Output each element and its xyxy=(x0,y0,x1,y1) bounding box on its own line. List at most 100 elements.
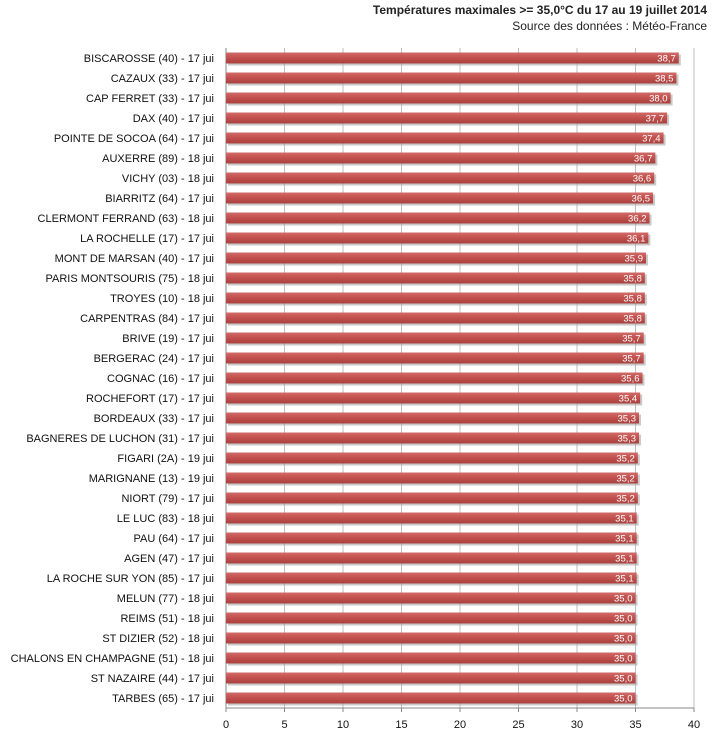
value-label: 35,8 xyxy=(623,314,642,325)
value-label: 35,1 xyxy=(615,554,634,565)
x-tick-label: 40 xyxy=(688,719,700,731)
bar xyxy=(226,132,664,144)
value-label: 35,3 xyxy=(618,434,637,445)
value-label: 35,9 xyxy=(625,254,644,265)
bar xyxy=(226,692,636,704)
value-label: 35,6 xyxy=(621,374,640,385)
category-label: MELUN (77) - 18 jui xyxy=(117,593,214,605)
bar xyxy=(226,632,636,644)
category-label: BAGNERES DE LUCHON (31) - 17 jui xyxy=(26,433,214,445)
bar xyxy=(226,172,655,184)
category-label: COGNAC (16) - 17 jui xyxy=(107,373,214,385)
category-label: PARIS MONTSOURIS (75) - 18 jui xyxy=(46,273,215,285)
x-tick-label: 15 xyxy=(395,719,407,731)
value-label: 35,0 xyxy=(614,614,633,625)
value-label: 35,2 xyxy=(616,474,635,485)
category-label: CAZAUX (33) - 17 jui xyxy=(111,73,214,85)
value-label: 35,0 xyxy=(614,694,633,705)
value-label: 37,7 xyxy=(646,114,665,125)
bar xyxy=(226,112,668,124)
category-label: DAX (40) - 17 jui xyxy=(133,113,214,125)
bar xyxy=(226,392,641,404)
bar xyxy=(226,72,677,84)
bars xyxy=(226,52,681,706)
value-label: 35,1 xyxy=(615,574,634,585)
chart-title: Températures maximales >= 35,0°C du 17 a… xyxy=(372,3,707,17)
value-label: 35,0 xyxy=(614,654,633,665)
category-label: BERGERAC (24) - 17 jui xyxy=(94,353,214,365)
bar xyxy=(226,412,640,424)
value-label: 38,5 xyxy=(655,74,674,85)
bar xyxy=(226,512,637,524)
bar xyxy=(226,672,636,684)
category-label: MARIGNANE (13) - 19 jui xyxy=(89,473,214,485)
x-tick-label: 30 xyxy=(571,719,583,731)
category-label: POINTE DE SOCOA (64) - 17 jui xyxy=(54,133,214,145)
value-label: 38,0 xyxy=(649,94,668,105)
value-label: 38,7 xyxy=(657,54,676,65)
bar xyxy=(226,272,645,284)
value-label: 36,7 xyxy=(634,154,653,165)
bar xyxy=(226,612,636,624)
category-label: CARPENTRAS (84) - 17 jui xyxy=(80,313,214,325)
x-tick-label: 5 xyxy=(281,719,287,731)
value-label: 35,7 xyxy=(622,334,641,345)
value-label: 36,6 xyxy=(633,174,652,185)
category-label: ROCHEFORT (17) - 17 jui xyxy=(86,393,214,405)
bar xyxy=(226,192,654,204)
bar xyxy=(226,52,679,64)
category-label: AGEN (47) - 17 jui xyxy=(124,553,214,565)
bar xyxy=(226,492,638,504)
category-label: BISCAROSSE (40) - 17 jui xyxy=(84,53,214,65)
value-labels: 38,7 38,5 38,0 37,7 37,4 36,7 36,6 36,5 36,2 36,1… xyxy=(614,54,676,705)
value-label: 35,1 xyxy=(615,514,634,525)
bar xyxy=(226,552,637,564)
value-label: 36,5 xyxy=(632,194,651,205)
chart-subtitle: Source des données : Météo-France xyxy=(512,19,707,33)
value-label: 36,1 xyxy=(627,234,646,245)
bar xyxy=(226,472,638,484)
category-label: MONT DE MARSAN (40) - 17 jui xyxy=(55,253,214,265)
category-label: REIMS (51) - 18 jui xyxy=(120,613,214,625)
value-label: 35,0 xyxy=(614,634,633,645)
bar xyxy=(226,252,647,264)
category-label: AUXERRE (89) - 18 jui xyxy=(102,153,214,165)
bar xyxy=(226,152,656,164)
value-label: 35,7 xyxy=(622,354,641,365)
bar xyxy=(226,372,643,384)
value-label: 35,8 xyxy=(623,274,642,285)
bar xyxy=(226,352,644,364)
x-tick-label: 10 xyxy=(337,719,349,731)
value-label: 35,0 xyxy=(614,594,633,605)
bar xyxy=(226,312,645,324)
x-tick-label: 20 xyxy=(454,719,466,731)
category-label: LA ROCHELLE (17) - 17 jui xyxy=(80,233,214,245)
category-label: ST NAZAIRE (44) - 17 jui xyxy=(91,673,214,685)
category-label: CLERMONT FERRAND (63) - 18 jui xyxy=(38,213,214,225)
value-label: 35,2 xyxy=(616,494,635,505)
value-label: 35,2 xyxy=(616,454,635,465)
category-label: TARBES (65) - 17 jui xyxy=(112,693,214,705)
category-label: BRIVE (19) - 17 jui xyxy=(122,333,214,345)
bar xyxy=(226,292,645,304)
bar xyxy=(226,232,649,244)
value-label: 35,3 xyxy=(618,414,637,425)
x-tick-label: 25 xyxy=(512,719,524,731)
bar xyxy=(226,452,638,464)
x-axis-ticks: 0 5 10 15 20 25 30 35 40 xyxy=(223,708,700,731)
category-label: VICHY (03) - 18 jui xyxy=(122,173,214,185)
category-label: TROYES (10) - 18 jui xyxy=(110,293,214,305)
bar xyxy=(226,432,640,444)
x-tick-label: 35 xyxy=(629,719,641,731)
bar xyxy=(226,652,636,664)
category-label: FIGARI (2A) - 19 jui xyxy=(117,453,214,465)
x-tick-label: 0 xyxy=(223,719,229,731)
value-label: 36,2 xyxy=(628,214,647,225)
category-label: BORDEAUX (33) - 17 jui xyxy=(94,413,214,425)
category-label: ST DIZIER (52) - 18 jui xyxy=(102,633,214,645)
value-label: 35,0 xyxy=(614,674,633,685)
bar xyxy=(226,92,671,104)
category-label: BIARRITZ (64) - 17 jui xyxy=(105,193,214,205)
value-label: 35,8 xyxy=(623,294,642,305)
